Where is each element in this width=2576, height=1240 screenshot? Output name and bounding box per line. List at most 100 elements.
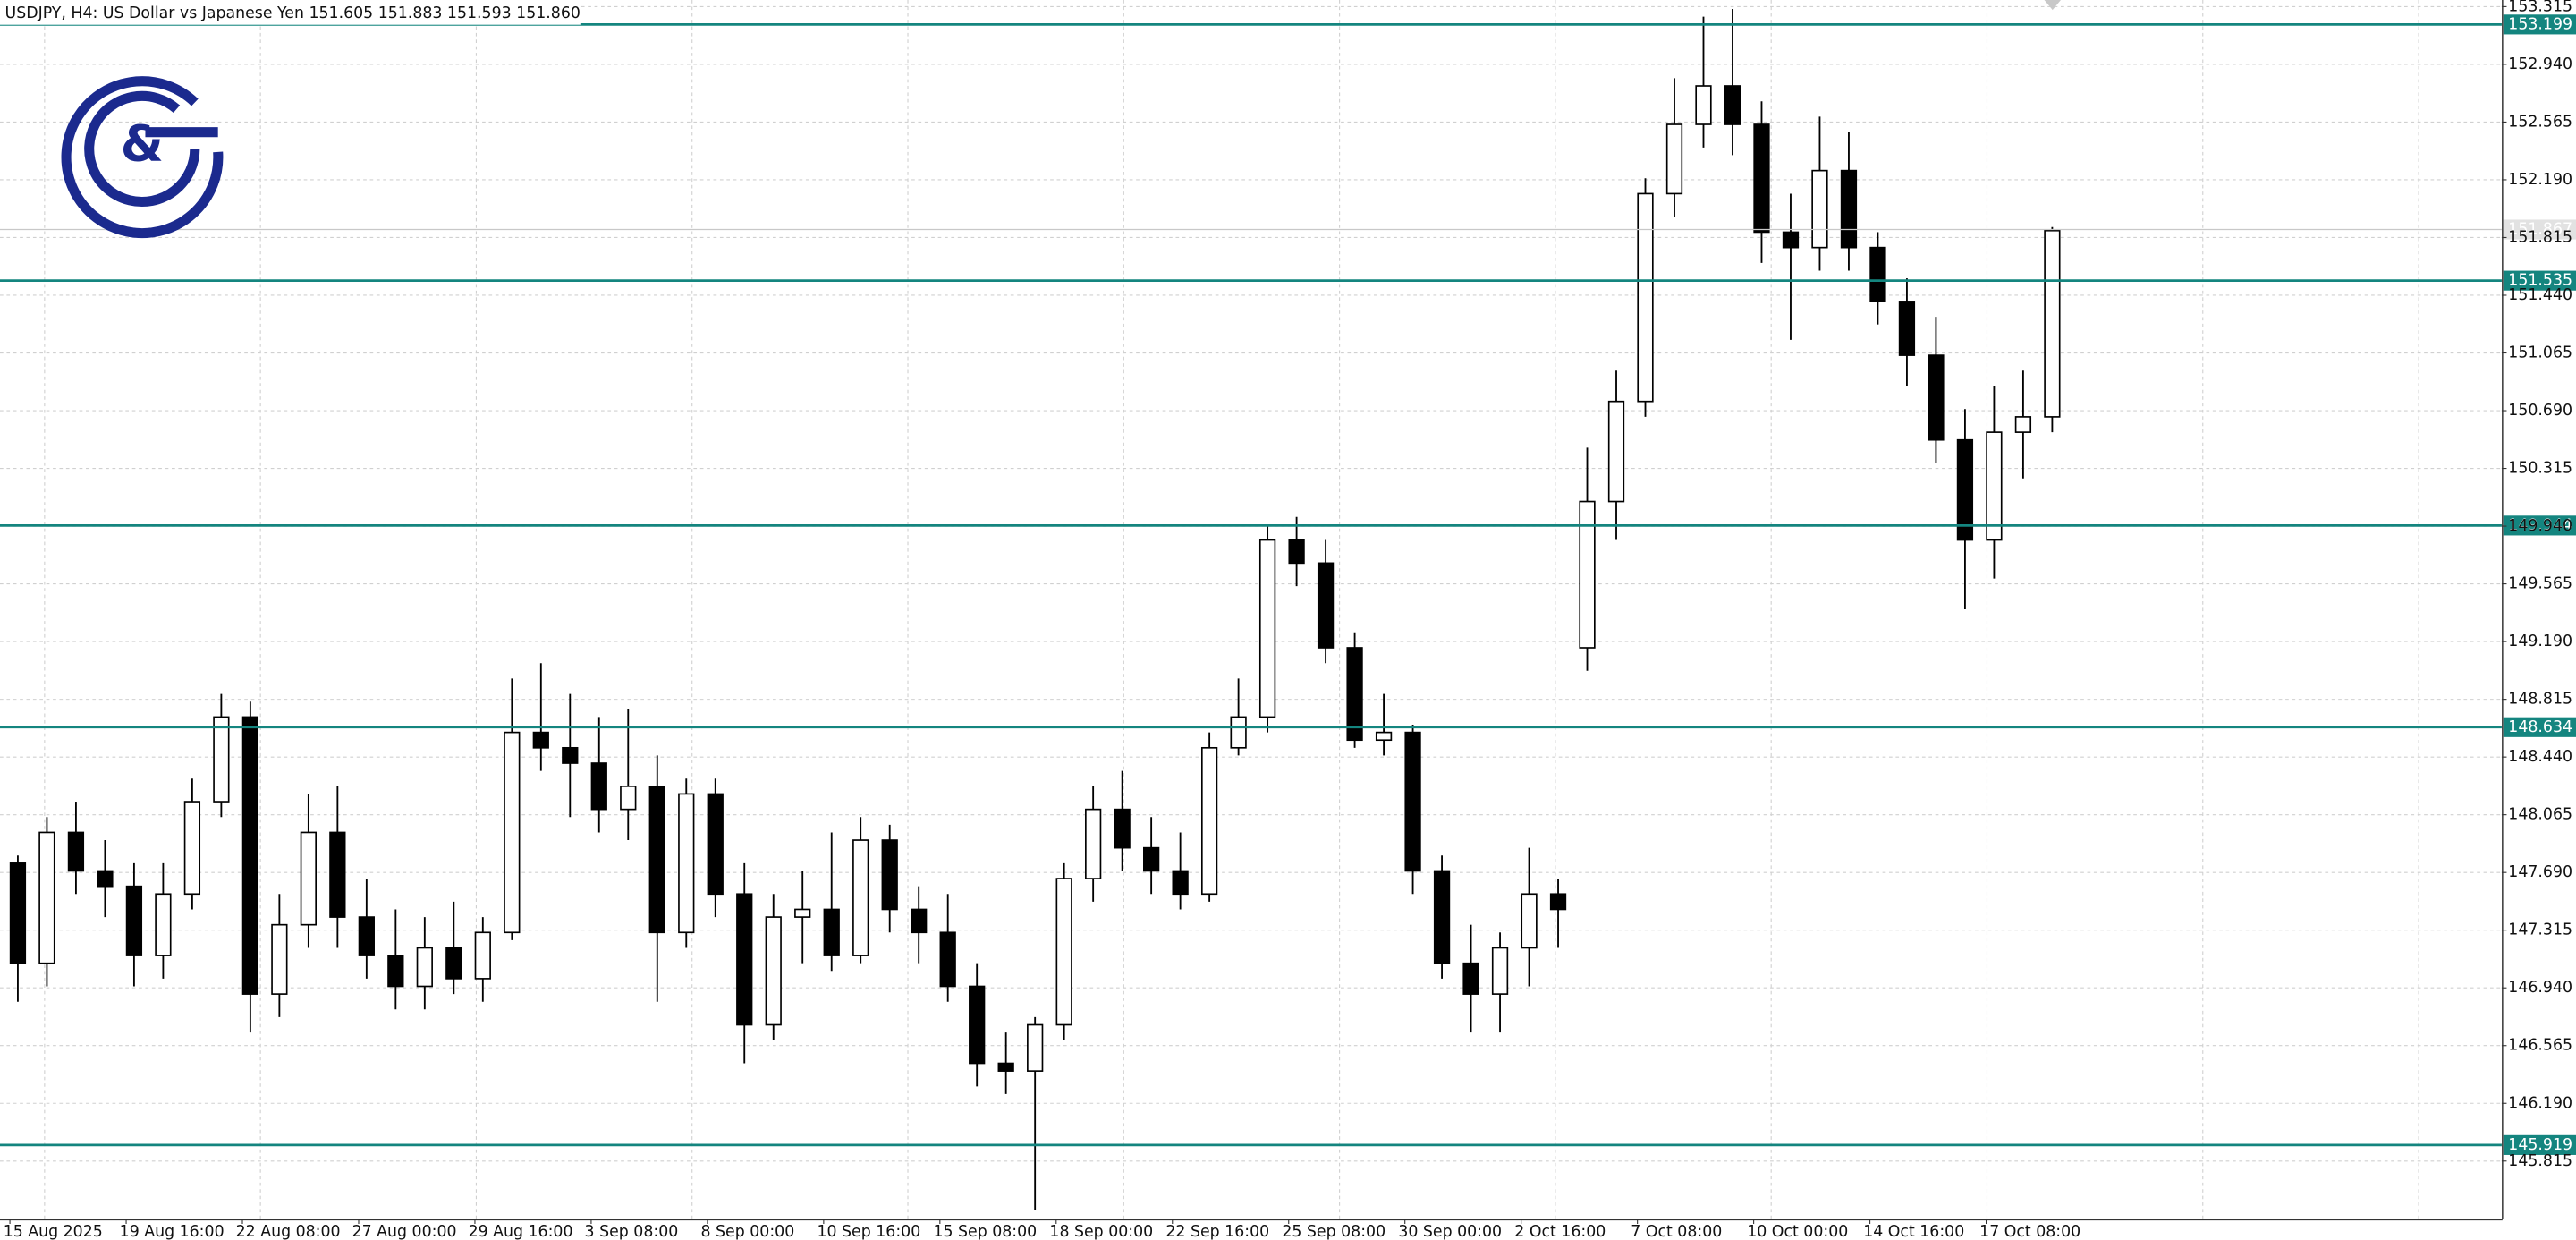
- y-tick-label: 152.565: [2508, 113, 2572, 131]
- candle-body: [1928, 354, 1945, 441]
- x-tick-label: 10 Oct 00:00: [1747, 1223, 1848, 1240]
- candle-body: [1579, 500, 1596, 649]
- candle-body: [38, 831, 55, 964]
- y-tick-label: 150.690: [2508, 402, 2572, 420]
- level-label: 149.944: [2508, 516, 2572, 534]
- x-tick-label: 17 Oct 08:00: [1979, 1223, 2080, 1240]
- x-tick-label: 15 Aug 2025: [4, 1223, 103, 1240]
- candle-body: [648, 785, 665, 934]
- level-box: [2503, 717, 2576, 737]
- candles: [9, 8, 2061, 1210]
- candle-body: [1433, 870, 1451, 964]
- candle-body: [1956, 438, 1974, 541]
- candle-body: [1055, 878, 1072, 1026]
- candle-body: [1114, 808, 1131, 849]
- candle-body: [504, 731, 521, 934]
- candle-body: [911, 908, 928, 934]
- x-tick-label: 29 Aug 16:00: [469, 1223, 573, 1240]
- candle-body: [532, 731, 549, 749]
- y-tick-label: 146.565: [2508, 1037, 2572, 1055]
- x-tick-label: 8 Sep 00:00: [701, 1223, 795, 1240]
- y-tick-label: 153.315: [2508, 0, 2572, 15]
- candle-body: [1753, 123, 1770, 234]
- level-label: 153.199: [2508, 15, 2572, 33]
- y-tick-label: 146.190: [2508, 1094, 2572, 1112]
- candle-body: [183, 801, 201, 896]
- y-tick-label: 151.440: [2508, 286, 2572, 304]
- logo-text: &: [121, 115, 164, 173]
- candle-body: [1462, 962, 1479, 995]
- candle-body: [1695, 85, 1712, 125]
- candle-body: [1404, 731, 1421, 872]
- level-box: [2503, 515, 2576, 536]
- title-background: [0, 0, 581, 25]
- candle-body: [155, 893, 172, 956]
- candle-body: [97, 870, 114, 888]
- x-tick-label: 2 Oct 16:00: [1514, 1223, 1606, 1240]
- candle-body: [300, 831, 318, 926]
- level-box: [2503, 270, 2576, 291]
- y-tick-label: 152.940: [2508, 55, 2572, 73]
- candle-body: [9, 862, 27, 964]
- candle-body: [1346, 647, 1363, 742]
- y-tick-label: 151.065: [2508, 344, 2572, 362]
- x-tick-label: 30 Sep 00:00: [1398, 1223, 1502, 1240]
- logo: &: [61, 76, 224, 239]
- candle-body: [1549, 893, 1567, 911]
- candle-body: [939, 931, 956, 988]
- level-box: [2503, 14, 2576, 35]
- candle-body: [387, 955, 404, 988]
- candle-body: [1782, 231, 1800, 249]
- x-tick-label: 25 Sep 08:00: [1282, 1223, 1385, 1240]
- candle-body: [969, 985, 986, 1065]
- logo-ring: [84, 90, 200, 208]
- candle-body: [1317, 562, 1335, 649]
- x-tick-label: 27 Aug 00:00: [352, 1223, 457, 1240]
- candle-body: [1898, 301, 1916, 356]
- y-tick-label: 148.440: [2508, 748, 2572, 766]
- candle-body: [2014, 416, 2032, 433]
- candle-body: [358, 916, 375, 956]
- candle-body: [213, 716, 230, 803]
- candle-body: [620, 785, 637, 811]
- x-tick-label: 15 Sep 08:00: [933, 1223, 1037, 1240]
- x-tick-label: 22 Sep 16:00: [1165, 1223, 1269, 1240]
- candle-body: [1258, 539, 1276, 718]
- candle-body: [881, 839, 898, 911]
- x-tick-label: 14 Oct 16:00: [1863, 1223, 1964, 1240]
- y-tick-label: 146.940: [2508, 979, 2572, 997]
- candle-body: [1840, 169, 1858, 249]
- candle-body: [1811, 169, 1828, 249]
- x-tick-label: 7 Oct 08:00: [1631, 1223, 1722, 1240]
- candle-body: [1724, 85, 1741, 125]
- x-tick-label: 10 Sep 16:00: [817, 1223, 920, 1240]
- y-tick-label: 145.815: [2508, 1152, 2572, 1170]
- y-tick-label: 152.190: [2508, 171, 2572, 189]
- candle-body: [997, 1062, 1014, 1072]
- chart-title: USDJPY, H4: US Dollar vs Japanese Yen 15…: [5, 4, 580, 22]
- y-tick-label: 147.690: [2508, 863, 2572, 881]
- candle-body: [1230, 716, 1247, 749]
- x-tick-label: 19 Aug 16:00: [120, 1223, 225, 1240]
- candle-body: [736, 893, 753, 1026]
- shift-marker: [2044, 0, 2061, 11]
- level-label: 148.634: [2508, 718, 2572, 736]
- candle-body: [852, 839, 869, 956]
- y-tick-label: 149.565: [2508, 575, 2572, 593]
- logo-ring: [61, 76, 224, 239]
- level-box: [2503, 1134, 2576, 1155]
- candle-body: [2044, 229, 2061, 418]
- vertical-grid: [44, 0, 2419, 1219]
- candle-body: [271, 923, 288, 995]
- candle-body: [590, 762, 607, 811]
- candle-body: [1665, 123, 1683, 195]
- y-tick-label: 147.315: [2508, 922, 2572, 939]
- candle-body: [794, 908, 811, 918]
- candle-body: [1637, 192, 1654, 403]
- candle-body: [1375, 731, 1393, 742]
- candle-body: [1288, 539, 1305, 565]
- y-tick-label: 149.940: [2508, 517, 2572, 535]
- y-tick-label: 148.815: [2508, 691, 2572, 709]
